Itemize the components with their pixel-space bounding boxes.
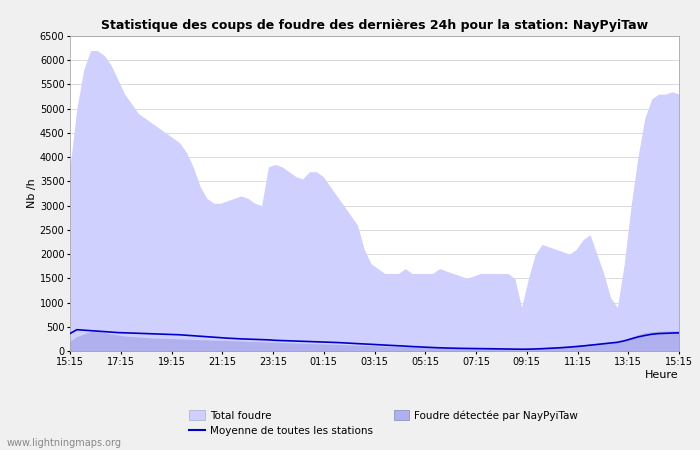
Legend: Total foudre, Moyenne de toutes les stations, Foudre détectée par NayPyiTaw: Total foudre, Moyenne de toutes les stat… (185, 406, 582, 440)
Title: Statistique des coups de foudre des dernières 24h pour la station: NayPyiTaw: Statistique des coups de foudre des dern… (101, 19, 648, 32)
Text: www.lightningmaps.org: www.lightningmaps.org (7, 438, 122, 448)
Text: Heure: Heure (645, 370, 679, 380)
Y-axis label: Nb /h: Nb /h (27, 179, 37, 208)
